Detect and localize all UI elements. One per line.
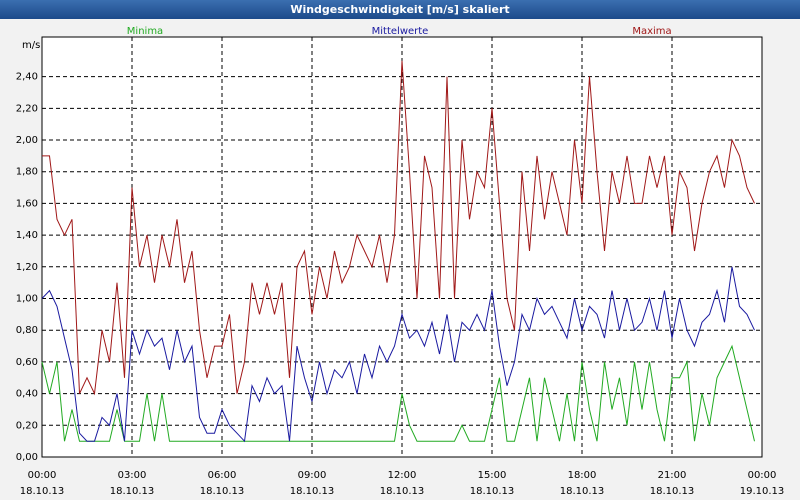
y-tick-label: 2,40 [16,72,38,83]
x-tick-date: 19.10.13 [740,486,785,497]
x-tick-date: 18.10.13 [290,486,335,497]
y-tick-label: 1,60 [16,198,38,209]
title-bar [0,0,800,19]
y-tick-label: 2,20 [16,103,38,114]
x-tick-label: 09:00 [298,470,327,481]
y-axis-label: m/s [22,40,40,51]
x-tick-label: 15:00 [478,470,507,481]
x-tick-label: 18:00 [568,470,597,481]
y-tick-label: 1,20 [16,262,38,273]
x-tick-label: 00:00 [748,470,777,481]
x-tick-date: 18.10.13 [560,486,605,497]
series-line [41,344,755,442]
legend-label: Mittelwerte [372,26,429,37]
x-tick-date: 18.10.13 [200,486,245,497]
x-tick-date: 18.10.13 [110,486,155,497]
x-tick-label: 06:00 [208,470,237,481]
y-tick-label: 0,60 [16,357,38,368]
legend-label: Minima [127,26,163,37]
x-tick-date: 18.10.13 [470,486,515,497]
y-tick-label: 0,80 [16,325,38,336]
y-tick-label: 0,40 [16,389,38,400]
y-tick-label: 2,00 [16,135,38,146]
x-tick-label: 12:00 [388,470,417,481]
x-tick-date: 18.10.13 [20,486,65,497]
series-line [42,60,755,396]
series-line [41,266,755,443]
x-tick-date: 18.10.13 [650,486,695,497]
y-tick-label: 0,20 [16,420,38,431]
y-tick-label: 0,00 [16,452,38,463]
x-tick-date: 18.10.13 [380,486,425,497]
y-tick-label: 1,40 [16,230,38,241]
y-tick-label: 1,80 [16,167,38,178]
chart-title: Windgeschwindigkeit [m/s] skaliert [290,3,509,16]
x-tick-label: 03:00 [118,470,147,481]
y-tick-label: 1,00 [16,294,38,305]
legend-label: Maxima [632,26,671,37]
x-tick-label: 21:00 [658,470,687,481]
x-tick-label: 00:00 [28,470,57,481]
